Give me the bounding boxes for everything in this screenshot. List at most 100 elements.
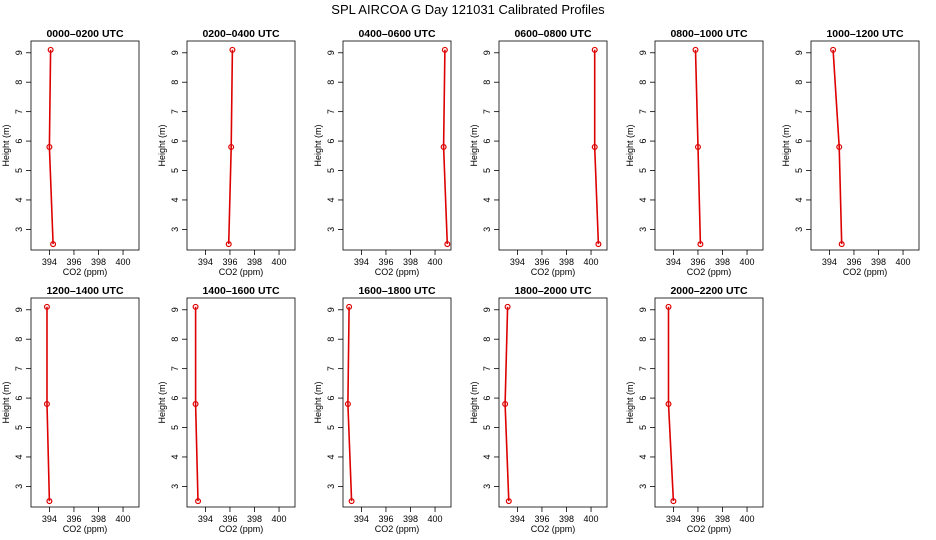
panel-title: 0000–0200 UTC	[46, 28, 123, 40]
y-tick-label: 6	[326, 396, 336, 401]
profile-point	[444, 241, 451, 248]
x-tick-label: 400	[272, 514, 287, 524]
profile-panel: 1200–1400 UTC 394 396 398 400 CO2 (ppm) 3 4 5 6 7 8…	[1, 285, 140, 534]
panel-title: 0800–1000 UTC	[670, 28, 747, 40]
profile-point	[195, 498, 202, 505]
panel-title: 1200–1400 UTC	[46, 285, 123, 297]
profile-point	[505, 498, 512, 505]
y-tick-label: 4	[638, 454, 648, 459]
plot-frame	[654, 297, 764, 508]
y-tick-label: 7	[638, 366, 648, 371]
profile-panel: 0600–0800 UTC 394 396 398 400 CO2 (ppm) 3 4 5 6 7 8…	[469, 28, 608, 277]
x-axis-label: CO2 (ppm)	[375, 524, 420, 534]
y-tick-label: 6	[170, 396, 180, 401]
y-tick-label: 3	[794, 227, 804, 232]
profile-line	[593, 49, 600, 245]
y-tick-label: 4	[14, 197, 24, 202]
profile-panel: 0800–1000 UTC 394 396 398 400 CO2 (ppm) 3 4 5 6 7 8…	[625, 28, 764, 277]
panel-title: 0600–0800 UTC	[514, 28, 591, 40]
profile-line	[347, 306, 353, 502]
y-tick-label: 8	[638, 337, 648, 342]
profile-panel: 1400–1600 UTC 394 396 398 400 CO2 (ppm) 3 4 5 6 7 8…	[157, 285, 296, 534]
x-tick-label: 394	[666, 514, 681, 524]
x-axis-label: CO2 (ppm)	[843, 267, 888, 277]
x-tick-label: 398	[91, 257, 106, 267]
y-tick-label: 3	[326, 484, 336, 489]
profile-point	[595, 241, 602, 248]
y-tick-label: 8	[638, 80, 648, 85]
y-tick-label: 4	[482, 197, 492, 202]
profile-point	[344, 400, 351, 407]
panel-title: 1600–1800 UTC	[358, 285, 435, 297]
profile-point	[836, 143, 843, 150]
y-tick-label: 8	[170, 80, 180, 85]
y-tick-label: 7	[482, 109, 492, 114]
panel-title: 0200–0400 UTC	[202, 28, 279, 40]
x-tick-label: 396	[378, 514, 393, 524]
x-tick-label: 398	[715, 514, 730, 524]
profile-panel: 2000–2200 UTC 394 396 398 400 CO2 (ppm) 3 4 5 6 7 8…	[625, 285, 764, 534]
plot-frame	[498, 297, 608, 508]
x-tick-label: 400	[584, 514, 599, 524]
x-tick-label: 398	[403, 514, 418, 524]
y-tick-label: 7	[638, 109, 648, 114]
x-axis-label: CO2 (ppm)	[219, 267, 264, 277]
profile-point	[692, 46, 699, 53]
y-tick-label: 3	[482, 484, 492, 489]
y-axis-label: Height (m)	[313, 381, 323, 423]
profile-panel: 1600–1800 UTC 394 396 398 400 CO2 (ppm) 3 4 5 6 7 8…	[313, 285, 452, 534]
profile-panel: 0200–0400 UTC 394 396 398 400 CO2 (ppm) 3 4 5 6 7 8…	[157, 28, 296, 277]
profile-point	[46, 143, 53, 150]
y-axis-label: Height (m)	[1, 381, 11, 423]
profile-point	[228, 143, 235, 150]
x-tick-label: 400	[428, 257, 443, 267]
x-tick-label: 400	[428, 514, 443, 524]
x-axis-label: CO2 (ppm)	[687, 267, 732, 277]
x-tick-label: 400	[116, 257, 131, 267]
profile-point	[697, 241, 704, 248]
x-tick-label: 400	[740, 257, 755, 267]
profile-line	[667, 306, 675, 502]
profile-point	[591, 143, 598, 150]
y-tick-label: 8	[14, 337, 24, 342]
x-axis-label: CO2 (ppm)	[531, 267, 576, 277]
profile-point	[830, 46, 837, 53]
profile-panel: 1800–2000 UTC 394 396 398 400 CO2 (ppm) 3 4 5 6 7 8…	[469, 285, 608, 534]
y-tick-label: 9	[326, 50, 336, 55]
x-tick-label: 398	[559, 514, 574, 524]
y-tick-label: 4	[170, 454, 180, 459]
y-axis-label: Height (m)	[625, 381, 635, 423]
plot-frame	[342, 40, 452, 251]
x-axis-label: CO2 (ppm)	[63, 267, 108, 277]
y-tick-label: 5	[638, 425, 648, 430]
plot-frame	[186, 40, 296, 251]
plot-frame	[810, 40, 920, 251]
y-tick-label: 9	[482, 307, 492, 312]
y-axis-label: Height (m)	[781, 124, 791, 166]
y-tick-label: 5	[170, 425, 180, 430]
y-tick-label: 6	[326, 139, 336, 144]
y-tick-label: 7	[14, 109, 24, 114]
y-tick-label: 9	[482, 50, 492, 55]
panel-title: 2000–2200 UTC	[670, 285, 747, 297]
profile-point	[670, 498, 677, 505]
y-tick-label: 4	[482, 454, 492, 459]
y-tick-label: 7	[170, 366, 180, 371]
x-tick-label: 398	[91, 514, 106, 524]
profile-panel: 1000–1200 UTC 394 396 398 400 CO2 (ppm) 3 4 5 6 7 8…	[781, 28, 920, 277]
x-tick-label: 396	[222, 514, 237, 524]
profile-line	[504, 306, 510, 502]
x-tick-label: 396	[378, 257, 393, 267]
y-tick-label: 6	[482, 139, 492, 144]
profile-point	[440, 143, 447, 150]
profile-line	[194, 306, 199, 502]
y-axis-label: Height (m)	[157, 124, 167, 166]
x-axis-label: CO2 (ppm)	[219, 524, 264, 534]
x-tick-label: 396	[690, 514, 705, 524]
profile-line	[48, 49, 54, 245]
y-tick-label: 8	[326, 80, 336, 85]
x-tick-label: 398	[559, 257, 574, 267]
y-tick-label: 6	[170, 139, 180, 144]
y-tick-label: 3	[170, 484, 180, 489]
